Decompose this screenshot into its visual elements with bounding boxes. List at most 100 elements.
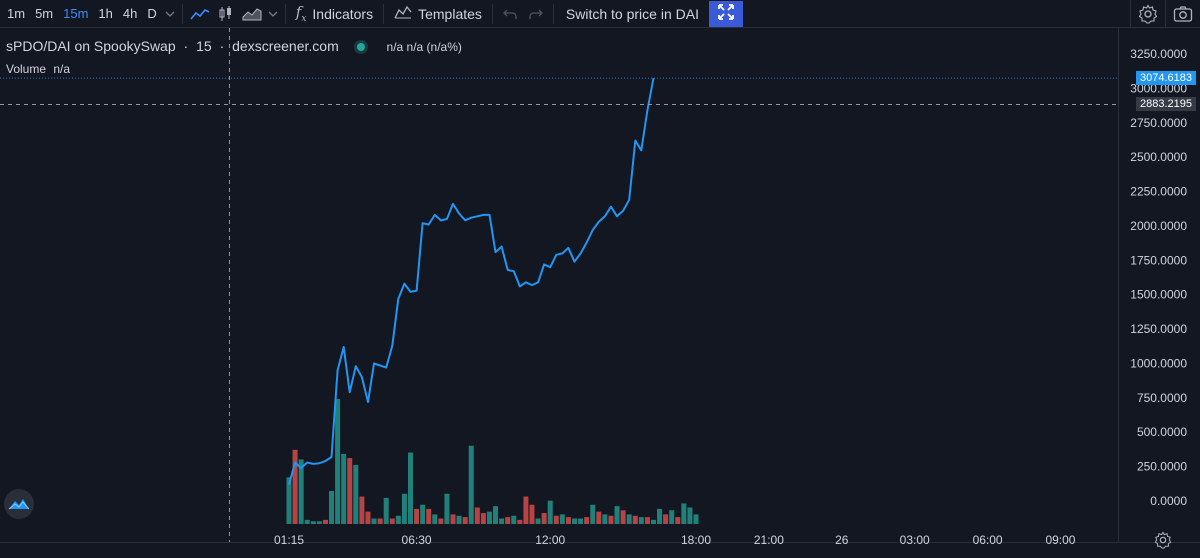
crosshair-price-tag: 2883.2195 bbox=[1136, 97, 1196, 112]
gear-icon bbox=[1154, 530, 1172, 552]
volume-legend: Volume n/a bbox=[6, 62, 70, 76]
volume-bar bbox=[474, 507, 480, 524]
volume-bar bbox=[450, 514, 456, 524]
volume-bar bbox=[632, 515, 638, 524]
x-tick-label: 12:00 bbox=[535, 533, 565, 547]
x-tick-label: 18:00 bbox=[681, 533, 711, 547]
volume-bar bbox=[322, 519, 328, 524]
x-tick-label: 06:00 bbox=[973, 533, 1003, 547]
volume-bar bbox=[681, 503, 687, 524]
volume-bar bbox=[559, 514, 565, 524]
toolbar-divider bbox=[181, 3, 183, 24]
volume-bar bbox=[420, 504, 426, 524]
chevron-down-icon[interactable] bbox=[265, 0, 281, 28]
ohlc-values: n/a n/a (n/a%) bbox=[386, 40, 462, 54]
indicators-button[interactable]: fx Indicators bbox=[290, 0, 379, 28]
volume-label: Volume bbox=[6, 62, 47, 76]
axis-settings-button[interactable] bbox=[1150, 528, 1176, 554]
volume-bar bbox=[578, 518, 584, 524]
y-tick-label: 250.0000 bbox=[1137, 460, 1187, 474]
toolbar-divider bbox=[383, 3, 385, 24]
x-tick-label: 21:00 bbox=[754, 533, 784, 547]
chart-legend: sPDO/DAI on SpookySwap · 15 · dexscreene… bbox=[6, 38, 462, 54]
y-tick-label: 1000.0000 bbox=[1130, 356, 1187, 370]
indicators-label: Indicators bbox=[312, 5, 374, 22]
line-chart-icon[interactable] bbox=[187, 0, 213, 28]
fx-icon: fx bbox=[295, 3, 307, 24]
volume-bar bbox=[620, 510, 626, 524]
timeframe-15m[interactable]: 15m bbox=[63, 5, 89, 21]
y-tick-label: 2250.0000 bbox=[1130, 185, 1187, 199]
fullscreen-button[interactable] bbox=[708, 0, 743, 27]
volume-bar bbox=[517, 519, 523, 524]
volume-bar bbox=[669, 510, 675, 524]
templates-button[interactable]: Templates bbox=[388, 0, 488, 28]
timeframe-4h[interactable]: 4h bbox=[122, 5, 138, 21]
volume-bar bbox=[547, 500, 553, 524]
x-tick-label: 01:15 bbox=[274, 533, 304, 547]
y-tick-label: 2000.0000 bbox=[1130, 219, 1187, 233]
price-chart[interactable]: 0.0000 250.0000 500.0000 750.0000 1000.0000 1… bbox=[0, 28, 1200, 558]
pair-name: sPDO/DAI on SpookySwap bbox=[6, 38, 176, 54]
volume-bar bbox=[572, 518, 578, 524]
price-line bbox=[288, 77, 655, 485]
volume-bar bbox=[638, 517, 644, 524]
volume-bar bbox=[401, 493, 407, 524]
candles-icon[interactable] bbox=[213, 0, 239, 28]
volume-bar bbox=[675, 517, 681, 524]
volume-bar bbox=[377, 518, 383, 524]
volume-bar bbox=[371, 518, 377, 524]
volume-bar bbox=[395, 515, 401, 524]
volume-bar bbox=[462, 517, 468, 524]
volume-bar bbox=[644, 517, 650, 524]
volume-bar bbox=[614, 506, 620, 524]
chevron-down-icon[interactable] bbox=[162, 0, 178, 28]
volume-bar bbox=[602, 514, 608, 524]
volume-bar bbox=[663, 514, 669, 524]
volume-bar bbox=[310, 521, 316, 524]
volume-bar bbox=[608, 515, 614, 524]
timeframe-5m[interactable]: 5m bbox=[35, 5, 54, 21]
toolbar-divider bbox=[491, 3, 493, 24]
toolbar-divider bbox=[284, 3, 286, 24]
timeframe-1m[interactable]: 1m bbox=[7, 5, 26, 21]
y-tick-label: 2750.0000 bbox=[1130, 116, 1187, 130]
timeframe-1h[interactable]: 1h bbox=[98, 5, 113, 21]
volume-bar bbox=[650, 519, 656, 524]
undo-icon[interactable] bbox=[497, 0, 523, 28]
volume-bar bbox=[590, 504, 596, 524]
y-tick-label: 1500.0000 bbox=[1130, 288, 1187, 302]
volume-bar bbox=[505, 517, 511, 524]
volume-bar bbox=[529, 504, 535, 524]
timeframe-D[interactable]: D bbox=[147, 5, 157, 21]
volume-bar bbox=[438, 518, 444, 524]
templates-label: Templates bbox=[418, 5, 482, 22]
volume-bar bbox=[292, 449, 298, 524]
camera-icon[interactable] bbox=[1165, 0, 1200, 28]
volume-bar bbox=[468, 445, 474, 524]
volume-bar bbox=[657, 508, 663, 524]
volume-bar bbox=[329, 491, 335, 524]
settings-icon[interactable] bbox=[1130, 0, 1165, 28]
y-tick-label: 500.0000 bbox=[1137, 425, 1187, 439]
x-tick-label: 03:00 bbox=[900, 533, 930, 547]
mountain-logo-icon bbox=[8, 495, 30, 514]
volume-bar bbox=[426, 508, 432, 524]
y-tick-label: 0.0000 bbox=[1150, 494, 1187, 508]
switch-price-button[interactable]: Switch to price in DAI bbox=[565, 5, 699, 22]
redo-icon[interactable] bbox=[523, 0, 549, 28]
volume-bar bbox=[359, 496, 365, 524]
volume-bar bbox=[347, 458, 353, 524]
dexscreener-logo-button[interactable] bbox=[4, 489, 34, 519]
y-tick-label: 2500.0000 bbox=[1130, 150, 1187, 164]
area-chart-icon[interactable] bbox=[239, 0, 265, 28]
volume-bar bbox=[486, 511, 492, 524]
volume-value: n/a bbox=[53, 62, 71, 76]
volume-bar bbox=[353, 464, 359, 524]
y-tick-label: 750.0000 bbox=[1137, 391, 1187, 405]
templates-icon bbox=[394, 5, 412, 22]
toolbar-divider bbox=[552, 3, 554, 24]
volume-bar bbox=[499, 518, 505, 524]
volume-bar bbox=[365, 511, 371, 524]
volume-bar bbox=[687, 507, 693, 524]
